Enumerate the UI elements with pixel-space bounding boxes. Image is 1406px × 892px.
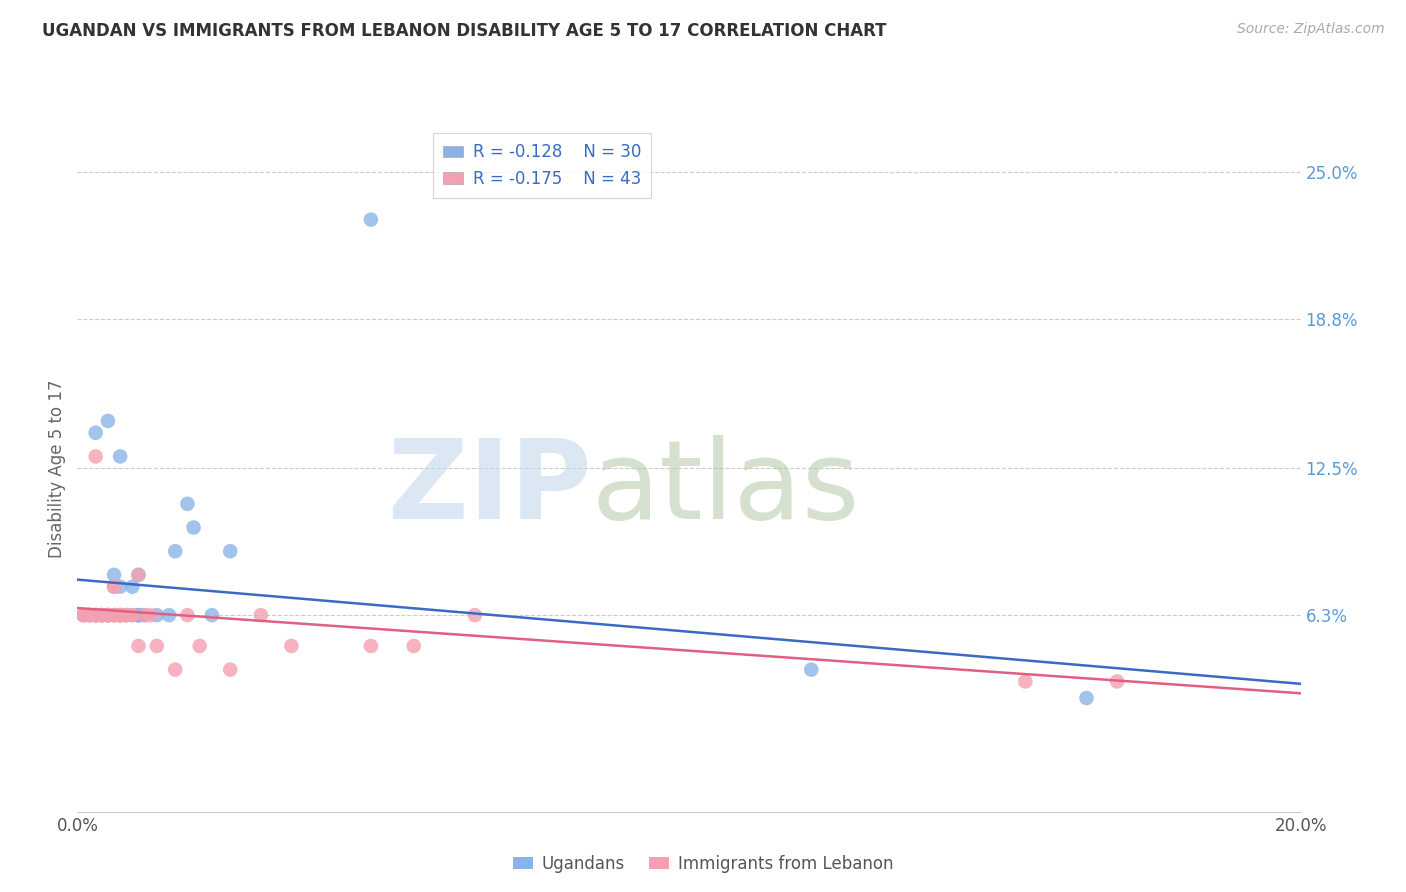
- Point: [90, 608, 112, 623]
- Y-axis label: Disability Age 5 to 17: Disability Age 5 to 17: [48, 379, 66, 558]
- Text: Source: ZipAtlas.com: Source: ZipAtlas.com: [1237, 22, 1385, 37]
- Point: [219, 544, 242, 558]
- Legend: Ugandans, Immigrants from Lebanon: Ugandans, Immigrants from Lebanon: [506, 848, 900, 880]
- Point: [121, 608, 143, 623]
- Point: [1076, 691, 1098, 706]
- Point: [72, 608, 94, 623]
- Point: [108, 608, 131, 623]
- Point: [108, 608, 131, 623]
- Point: [84, 425, 107, 440]
- Point: [402, 639, 425, 653]
- Point: [72, 608, 94, 623]
- Point: [176, 608, 198, 623]
- Text: UGANDAN VS IMMIGRANTS FROM LEBANON DISABILITY AGE 5 TO 17 CORRELATION CHART: UGANDAN VS IMMIGRANTS FROM LEBANON DISAB…: [42, 22, 887, 40]
- Point: [79, 608, 101, 623]
- Point: [108, 608, 131, 623]
- Point: [108, 580, 131, 594]
- Point: [97, 608, 120, 623]
- Point: [103, 608, 125, 623]
- Point: [90, 608, 112, 623]
- Point: [183, 520, 205, 534]
- Text: ZIP: ZIP: [388, 435, 591, 542]
- Point: [280, 639, 302, 653]
- Point: [84, 608, 107, 623]
- Point: [128, 608, 150, 623]
- Point: [108, 450, 131, 464]
- Point: [84, 608, 107, 623]
- Point: [219, 663, 242, 677]
- Point: [128, 639, 150, 653]
- Point: [79, 608, 101, 623]
- Point: [115, 608, 138, 623]
- Point: [121, 580, 143, 594]
- Point: [72, 608, 94, 623]
- Point: [108, 608, 131, 623]
- Point: [79, 608, 101, 623]
- Point: [108, 608, 131, 623]
- Point: [128, 567, 150, 582]
- Point: [464, 608, 486, 623]
- Legend: R = -0.128    N = 30, R = -0.175    N = 43: R = -0.128 N = 30, R = -0.175 N = 43: [433, 133, 651, 197]
- Point: [84, 608, 107, 623]
- Point: [165, 663, 187, 677]
- Point: [97, 608, 120, 623]
- Point: [128, 608, 150, 623]
- Point: [121, 608, 143, 623]
- Point: [103, 608, 125, 623]
- Point: [103, 608, 125, 623]
- Point: [134, 608, 156, 623]
- Point: [103, 580, 125, 594]
- Point: [90, 608, 112, 623]
- Point: [800, 663, 823, 677]
- Point: [84, 608, 107, 623]
- Point: [146, 608, 169, 623]
- Point: [146, 639, 169, 653]
- Point: [360, 639, 382, 653]
- Point: [201, 608, 224, 623]
- Point: [103, 567, 125, 582]
- Point: [115, 608, 138, 623]
- Point: [1107, 674, 1129, 689]
- Point: [84, 450, 107, 464]
- Point: [176, 497, 198, 511]
- Point: [115, 608, 138, 623]
- Point: [157, 608, 180, 623]
- Point: [1014, 674, 1036, 689]
- Point: [128, 567, 150, 582]
- Point: [97, 608, 120, 623]
- Point: [188, 639, 211, 653]
- Point: [97, 608, 120, 623]
- Point: [134, 608, 156, 623]
- Point: [250, 608, 273, 623]
- Point: [360, 212, 382, 227]
- Text: atlas: atlas: [591, 435, 859, 542]
- Point: [90, 608, 112, 623]
- Point: [97, 414, 120, 428]
- Point: [139, 608, 162, 623]
- Point: [84, 608, 107, 623]
- Point: [128, 608, 150, 623]
- Point: [165, 544, 187, 558]
- Point: [103, 580, 125, 594]
- Point: [97, 608, 120, 623]
